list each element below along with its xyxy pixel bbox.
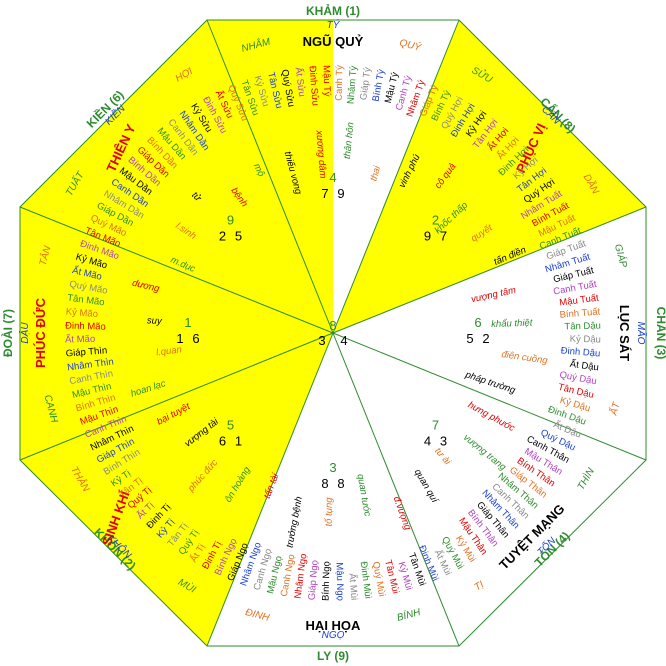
n-can-left: 9 (424, 229, 431, 244)
center-numbers: 8 3 4 (318, 318, 347, 348)
ganzhi-item: Đinh Sửu (307, 65, 321, 106)
n-chan-left: 5 (466, 331, 473, 346)
center-top: 8 (329, 318, 336, 333)
ganzhi-item: Giáp Thìn (65, 345, 107, 359)
ganzhi-item: Nhâm Tý (346, 65, 360, 104)
flying-star-numbers: 47 929 765 274 338 856 111 692 5 (176, 170, 489, 491)
n-can-mid: 2 (432, 213, 439, 228)
mountain-at: ẤT (606, 400, 622, 418)
n-kien-right: 5 (235, 229, 242, 244)
ganzhi-item: Ất Dậu (569, 359, 599, 374)
direction-kham: KHẢM (1) (306, 3, 360, 18)
life-stage-s29: suy (147, 315, 164, 327)
life-stage-s18: đ.vượng (391, 495, 414, 532)
life-stage-s11: khẩu thiệt (491, 318, 533, 331)
n-kham-mid: 4 (329, 170, 336, 185)
life-stage-s13: pháp trường (463, 369, 517, 396)
ganzhi-item: Giáp Tý (358, 66, 373, 100)
life-stage-s21: trưởng bệnh (284, 496, 304, 549)
life-stage-s28: l.quan (155, 344, 182, 358)
octagon-frame (19, 19, 647, 647)
n-doai-left: 1 (176, 331, 183, 346)
n-khon-right: 1 (235, 434, 242, 449)
ganzhi-item: Ất Mùi (346, 573, 359, 601)
ganzhi-item: Đinh Dậu (560, 345, 600, 359)
n-ton-right: 3 (440, 434, 447, 449)
n-ton-left: 4 (424, 434, 431, 449)
star-luc-sat: LỤC SÁT (617, 305, 632, 361)
center-left: 3 (318, 333, 325, 348)
life-stage-s19: quan tước (355, 473, 373, 517)
n-ton-mid: 7 (432, 418, 439, 433)
mountain-giap: GIÁP (612, 242, 631, 269)
life-stage-s17: quan quí (412, 467, 441, 506)
mountain-mao: MÃO (635, 322, 648, 345)
life-stage-s12: điên cuồng (501, 349, 549, 367)
n-khon-mid: 5 (227, 418, 234, 433)
n-can-right: 7 (440, 229, 447, 244)
star-phuc-duc: PHÚC ĐỨC (33, 297, 48, 368)
life-stage-s10: vượng tâm (470, 285, 517, 306)
ganzhi-item: Mậu Tý (320, 65, 332, 97)
n-chan-mid: 6 (474, 315, 481, 330)
star-hai-hoa: HẠI HỌA (306, 618, 362, 633)
life-stage-s20: tố tụng (324, 497, 335, 527)
mountain-thin: THÌN (574, 465, 597, 492)
life-stage-s16: tư ài (432, 446, 453, 468)
ganzhi-item: Giáp Ngọ (307, 560, 321, 601)
direction-doai: ĐOÀI (7) (0, 309, 15, 357)
n-ly-left: 8 (321, 476, 328, 491)
ganzhi-item: Ất Mão (65, 334, 95, 346)
ganzhi-item: Bính Ngọ (321, 561, 333, 601)
n-khon-left: 6 (219, 434, 226, 449)
direction-chan: CHẤN (3) (654, 307, 666, 360)
ganzhi-item: Đinh Mùi (358, 561, 374, 600)
mountain-ty-n: TÝ (327, 18, 341, 31)
ganzhi-item: Mậu Ngọ (333, 562, 345, 601)
mountain-dinh: ĐINH (244, 607, 271, 624)
ganzhi-item: Tân Dậu (564, 321, 601, 333)
ganzhi-item: Canh Tý (334, 65, 346, 101)
life-stage-s35: mộ (251, 162, 267, 179)
center-right: 4 (340, 333, 347, 348)
life-stage-s2: xương dâm (313, 129, 328, 179)
n-doai-right: 6 (192, 331, 199, 346)
mountain-ti: TỊ (473, 579, 486, 593)
life-stage-s3: thân hôn (342, 122, 357, 160)
ganzhi-item: Tân Mão (67, 293, 106, 309)
life-stage-s4: thai (368, 164, 383, 183)
n-doai-mid: 1 (184, 315, 191, 330)
ganzhi-item: Bính Tuất (559, 307, 601, 321)
n-kham-right: 9 (337, 186, 344, 201)
n-ly-right: 8 (337, 476, 344, 491)
life-stage-s15: vượng trang (461, 432, 508, 473)
ganzhi-item: Kỷ Dậu (570, 334, 601, 346)
n-kien-left: 2 (219, 229, 226, 244)
n-ly-mid: 3 (329, 460, 336, 475)
n-chan-right: 2 (482, 331, 489, 346)
ganzhi-item: Mậu Tuất (559, 293, 600, 309)
mountain-binh: BÍNH (395, 605, 422, 624)
ganzhi-item: Đinh Mão (65, 321, 106, 333)
mountain-dau: DẬU (18, 322, 31, 344)
ganzhi-item: Ất Sửu (293, 67, 308, 98)
ganzhi-item: Kỷ Mão (65, 307, 98, 320)
mountain-ngo: NGỌ (322, 630, 345, 641)
direction-ly: LY (9) (317, 649, 349, 663)
n-kien-mid: 9 (227, 213, 234, 228)
n-kham-left: 7 (321, 186, 328, 201)
star-ngu-quy: NGŨ QUỶ (303, 34, 364, 49)
